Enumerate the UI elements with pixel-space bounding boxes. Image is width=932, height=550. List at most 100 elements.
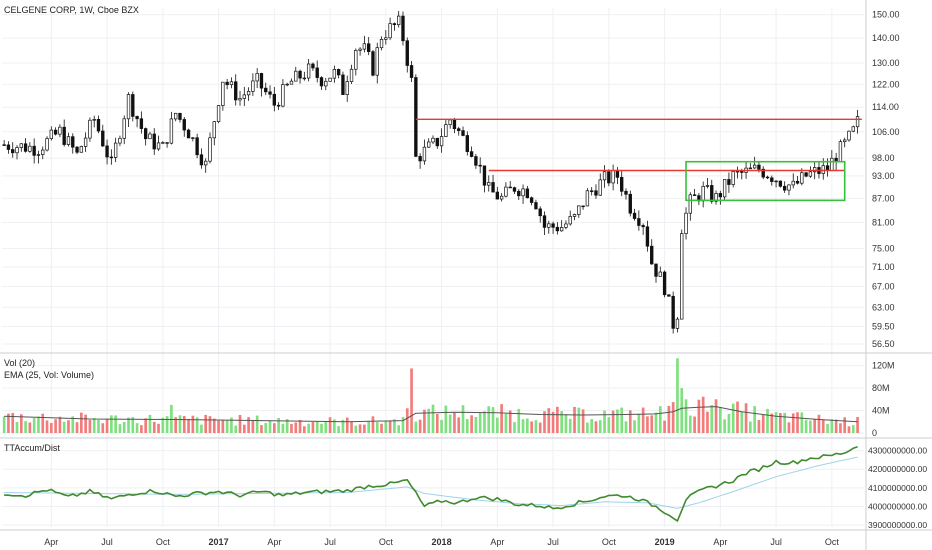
- annotations[interactable]: [415, 118, 862, 202]
- candle-down: [109, 156, 114, 159]
- candle-down: [371, 51, 375, 76]
- candle-up: [422, 146, 427, 162]
- volume-bar: [474, 416, 478, 433]
- candle-up: [208, 137, 212, 162]
- candle-down: [315, 67, 319, 78]
- volume-bar: [88, 419, 92, 433]
- candle-down: [392, 23, 397, 26]
- candle-down: [555, 226, 560, 232]
- volume-bar: [294, 422, 298, 433]
- volume-bar: [272, 423, 276, 433]
- volume-bar: [208, 416, 212, 433]
- time-tick-label: Oct: [379, 537, 394, 547]
- volume-bar: [277, 417, 280, 433]
- candle-down: [650, 245, 654, 265]
- candle-up: [722, 179, 727, 198]
- volume-bar: [453, 412, 456, 433]
- consolidation-box[interactable]: [685, 160, 846, 202]
- candle-up: [705, 185, 710, 187]
- candle-down: [336, 69, 341, 76]
- candle-down: [589, 190, 594, 192]
- volume-bar: [92, 417, 96, 433]
- volume-bar: [337, 426, 340, 433]
- volume-tick-label: 0: [872, 428, 877, 438]
- price-axis-ticks: 150.00 140.00 130.00 122.00 114.00 106.00 98.0…: [868, 10, 927, 530]
- candle-up: [156, 142, 161, 150]
- candle-down: [276, 104, 281, 107]
- candle-down: [234, 81, 238, 101]
- candle-up: [851, 126, 855, 132]
- time-tick-label: Apr: [713, 537, 727, 547]
- candle-down: [195, 137, 199, 156]
- volume-bar: [839, 423, 842, 433]
- candle-up: [774, 180, 778, 183]
- volume-bar: [393, 419, 396, 433]
- candle-up: [83, 137, 88, 147]
- candle-up: [675, 318, 680, 329]
- candle-up: [388, 23, 392, 39]
- volume-bar: [628, 410, 632, 433]
- candle-up: [88, 119, 92, 139]
- candle-down: [667, 294, 671, 297]
- volume-bar: [513, 422, 516, 433]
- candle-down: [143, 128, 148, 140]
- candle-down: [6, 144, 11, 150]
- volume-bar: [333, 419, 336, 433]
- volume-bar: [354, 425, 358, 433]
- candle-up: [212, 121, 216, 139]
- candle-up: [791, 180, 795, 186]
- candle-up: [169, 118, 174, 144]
- volume-bar: [483, 411, 486, 433]
- volume-bar: [431, 404, 435, 433]
- volume-bar: [551, 411, 555, 433]
- candle-up: [221, 81, 225, 106]
- volume-bar: [650, 415, 654, 433]
- candle-down: [825, 165, 830, 171]
- volume-bar: [110, 415, 113, 433]
- candle-down: [435, 137, 439, 147]
- candle-up: [324, 80, 328, 87]
- volume-bar: [118, 424, 122, 433]
- volume-bar: [834, 419, 838, 433]
- candle-up: [349, 68, 354, 82]
- volume-bar: [200, 424, 203, 433]
- candle-up: [384, 37, 388, 40]
- volume-bar: [757, 420, 761, 433]
- time-tick-label: 2018: [432, 537, 452, 547]
- candle-up: [148, 133, 152, 140]
- volume-bar: [830, 419, 834, 433]
- volume-bar: [307, 423, 310, 433]
- candle-down: [264, 87, 268, 93]
- volume-bar: [97, 419, 100, 433]
- volume-bar: [783, 412, 786, 433]
- volume-bar: [796, 412, 799, 433]
- candle-up: [855, 116, 860, 128]
- volume-bar: [706, 411, 709, 433]
- volume-bar: [62, 421, 66, 433]
- volume-bar: [693, 416, 696, 433]
- volume-bar: [680, 388, 684, 433]
- volume-bar: [856, 416, 859, 433]
- volume-bar: [684, 399, 688, 433]
- volume-bar: [410, 368, 413, 433]
- candle-down: [525, 188, 530, 199]
- candle-down: [2, 144, 6, 146]
- volume-tick-label: 120M: [872, 361, 895, 371]
- volume-bar: [105, 418, 109, 433]
- candle-down: [165, 142, 169, 144]
- volume-bar: [170, 404, 173, 433]
- volume-bar: [616, 409, 619, 433]
- candle-up: [58, 126, 62, 135]
- volume-tick-label: 40M: [872, 406, 890, 416]
- candle-down: [178, 112, 182, 120]
- volume-bar: [821, 419, 825, 433]
- volume-bar: [260, 425, 263, 433]
- candle-down: [418, 156, 422, 162]
- indicator-tick-label: 4100000000.00: [868, 483, 927, 493]
- candle-up: [787, 184, 791, 191]
- volume-bar: [688, 415, 692, 433]
- volume-bar: [178, 415, 182, 433]
- volume-bar: [405, 408, 409, 433]
- time-tick-label: 2019: [655, 537, 675, 547]
